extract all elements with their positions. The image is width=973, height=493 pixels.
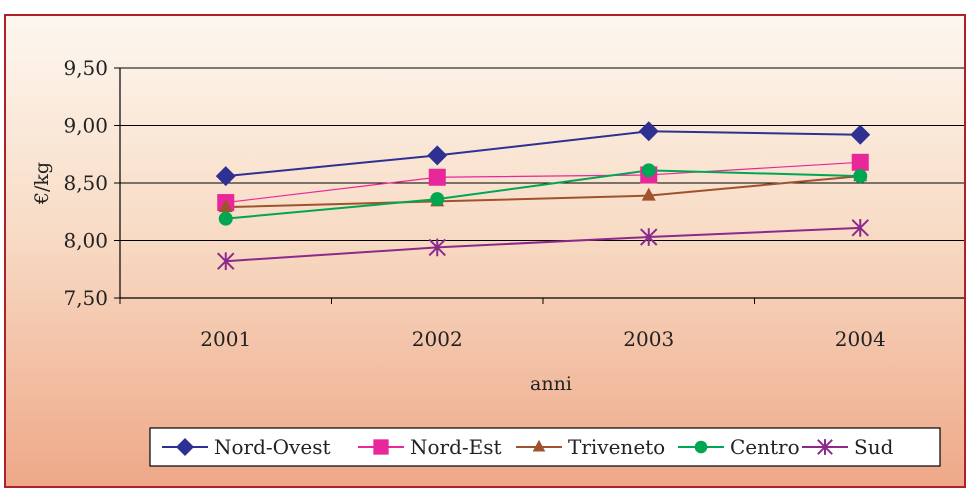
data-point <box>851 219 869 237</box>
data-point <box>218 211 233 226</box>
data-point <box>373 439 389 455</box>
legend-label: Nord-Est <box>410 435 502 459</box>
data-point <box>640 228 658 246</box>
series-line <box>225 130 861 178</box>
data-point <box>427 145 448 166</box>
data-point <box>532 439 546 452</box>
data-point <box>638 121 659 142</box>
data-point <box>428 238 446 257</box>
legend-label: Centro <box>730 435 800 459</box>
data-point <box>851 153 869 171</box>
series-line <box>225 175 861 209</box>
y-axis-title: €/kg <box>31 162 53 205</box>
data-point <box>850 124 871 145</box>
series-line <box>225 161 861 204</box>
legend-label: Sud <box>854 435 894 459</box>
y-tick-label: 8,50 <box>63 171 108 195</box>
data-point <box>853 169 868 184</box>
x-tick-label: 2002 <box>412 327 463 351</box>
legend-label: Nord-Ovest <box>214 435 331 459</box>
data-point <box>694 440 708 454</box>
x-axis-title: anni <box>530 373 572 395</box>
chart-caption <box>0 0 973 9</box>
data-point <box>176 438 194 456</box>
data-point <box>215 166 236 187</box>
data-point <box>428 168 446 186</box>
x-tick-label: 2004 <box>835 327 886 351</box>
data-point <box>217 252 235 270</box>
chart-area: 7,50 8,00 8,50 9,00 9,50 2001 2002 2003 2004 anni… <box>4 14 966 488</box>
legend-label: Triveneto <box>568 435 665 459</box>
series-line <box>225 226 861 263</box>
y-tick-label: 9,50 <box>63 56 108 80</box>
y-tick-label: 8,00 <box>63 229 108 253</box>
line-chart: 7,50 8,00 8,50 9,00 9,50 2001 2002 2003 2004 anni… <box>31 56 964 467</box>
y-tick-label: 9,00 <box>63 114 108 138</box>
data-point <box>641 187 656 201</box>
y-tick-label: 7,50 <box>63 286 108 310</box>
data-point <box>218 199 233 213</box>
series-line <box>225 169 861 220</box>
data-point <box>430 192 445 207</box>
x-tick-label: 2001 <box>200 327 251 351</box>
x-tick-label: 2003 <box>623 327 674 351</box>
data-point <box>641 163 656 178</box>
data-point <box>817 439 833 455</box>
